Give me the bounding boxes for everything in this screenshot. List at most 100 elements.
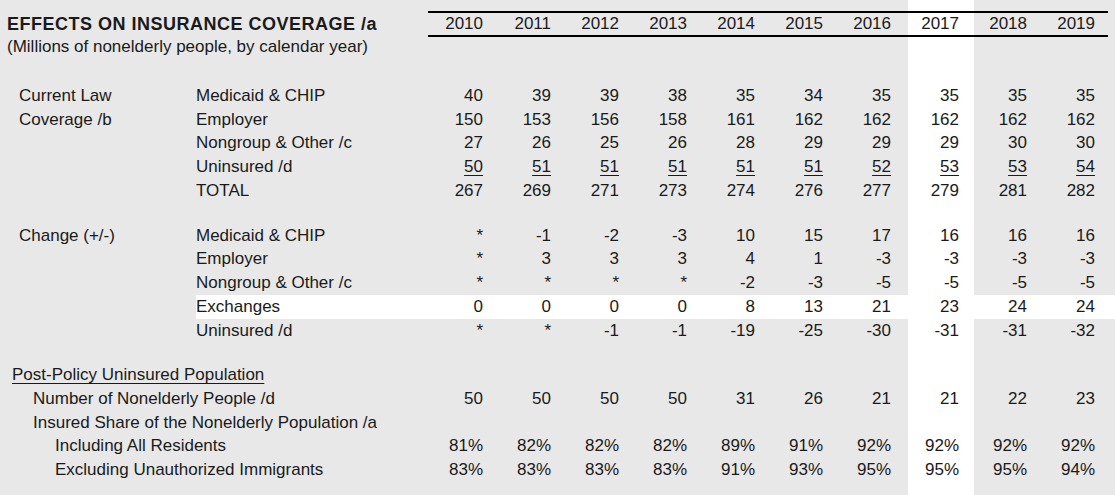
row-current-uninsured: Uninsured /d 50515151515152535354: [0, 155, 1115, 179]
group-label-coverage: Coverage /b: [0, 110, 196, 130]
value-cell: *: [428, 321, 496, 341]
value-cell: 24: [1040, 297, 1108, 317]
value-cell: 94%: [1040, 460, 1108, 480]
value-cell: 92%: [904, 436, 972, 456]
value-cell: 15: [768, 226, 836, 246]
row-label: Employer: [196, 249, 428, 269]
year-header-cell: 2015: [768, 14, 836, 34]
value-cell: -5: [972, 273, 1040, 293]
value-cell: 92%: [836, 436, 904, 456]
value-cell: 21: [904, 389, 972, 409]
value-cell: 150: [428, 110, 496, 130]
year-header-row: 2010201120122013201420152016201720182019: [428, 11, 1108, 37]
value-cell: 4: [700, 249, 768, 269]
year-header-cell: 2018: [972, 14, 1040, 34]
value-cell: -5: [904, 273, 972, 293]
table-content: EFFECTS ON INSURANCE COVERAGE /a (Millio…: [0, 0, 1115, 482]
table-title: EFFECTS ON INSURANCE COVERAGE /a: [7, 14, 377, 35]
value-cell: 10: [700, 226, 768, 246]
row-excluding-unauthorized-immigrants: Excluding Unauthorized Immigrants 83% 83%…: [0, 458, 1115, 482]
value-cell: 0: [428, 297, 496, 317]
row-label: Uninsured /d: [196, 157, 428, 177]
value-cell: 273: [632, 181, 700, 201]
year-header-cell: 2014: [700, 14, 768, 34]
value-cell: -25: [768, 321, 836, 341]
value-cell: 83%: [564, 460, 632, 480]
row-change-employer: Employer *33341-3-3-3-3: [0, 248, 1115, 272]
row-current-medicaid-chip: Current Law Medicaid & CHIP 403939383534…: [0, 84, 1115, 108]
value-cell: 82%: [564, 436, 632, 456]
value-cell: 8: [700, 297, 768, 317]
value-cell: 28: [700, 133, 768, 153]
row-change-exchanges-highlighted: Exchanges 000081321232424: [0, 295, 1115, 319]
row-label: Employer: [196, 110, 428, 130]
value-cell: 50: [428, 389, 496, 409]
year-header-cell: 2016: [836, 14, 904, 34]
value-cell: 24: [972, 297, 1040, 317]
value-cell: 92%: [1040, 436, 1108, 456]
row-current-employer: Coverage /b Employer 1501531561581611621…: [0, 108, 1115, 132]
value-cell: 93%: [768, 460, 836, 480]
value-cell: 82%: [632, 436, 700, 456]
value-cell: 1: [768, 249, 836, 269]
value-cell: 40: [428, 86, 496, 106]
value-cell: *: [428, 273, 496, 293]
value-cell: -3: [972, 249, 1040, 269]
value-cell: 3: [564, 249, 632, 269]
row-label: Exchanges: [196, 297, 428, 317]
value-cell: -30: [836, 321, 904, 341]
value-cell: 153: [496, 110, 564, 130]
value-cell: 95%: [904, 460, 972, 480]
value-cell: 89%: [700, 436, 768, 456]
value-cell: -3: [836, 249, 904, 269]
value-cell: -2: [564, 226, 632, 246]
row-change-medicaid-chip: Change (+/-) Medicaid & CHIP *-1-2-31015…: [0, 224, 1115, 248]
value-cell: 38: [632, 86, 700, 106]
table-subtitle: (Millions of nonelderly people, by calen…: [7, 37, 368, 57]
value-cell: -5: [1040, 273, 1108, 293]
value-cell: 23: [1040, 389, 1108, 409]
value-cell: 21: [836, 389, 904, 409]
value-cell: 35: [904, 86, 972, 106]
value-cell: 25: [564, 133, 632, 153]
year-header-cell: 2011: [496, 14, 564, 34]
value-cell: -3: [904, 249, 972, 269]
row-current-total: TOTAL 267269271273274276277279281282: [0, 179, 1115, 203]
value-cell: -32: [1040, 321, 1108, 341]
row-current-nongroup-other: Nongroup & Other /c 27262526282929293030: [0, 131, 1115, 155]
row-number-nonelderly: Number of Nonelderly People /d 505050503…: [0, 387, 1115, 411]
row-label: Excluding Unauthorized Immigrants: [0, 460, 428, 480]
value-cell: 279: [904, 181, 972, 201]
row-change-uninsured: Uninsured /d **-1-1-19-25-30-31-31-32: [0, 319, 1115, 343]
value-cell: 26: [632, 133, 700, 153]
value-cell: 276: [768, 181, 836, 201]
value-cell: -3: [632, 226, 700, 246]
row-label: Medicaid & CHIP: [196, 86, 428, 106]
value-cell: 13: [768, 297, 836, 317]
section-current-law-coverage: Current Law Medicaid & CHIP 403939383534…: [0, 84, 1115, 202]
value-cell: 95%: [836, 460, 904, 480]
value-cell: 39: [496, 86, 564, 106]
value-cell: 35: [972, 86, 1040, 106]
value-cell: 50: [564, 389, 632, 409]
value-cell: 50: [632, 389, 700, 409]
value-cell: 269: [496, 181, 564, 201]
value-cell: -1: [564, 321, 632, 341]
value-cell: 51: [496, 157, 564, 177]
row-change-nongroup-other: Nongroup & Other /c ****-2-3-5-5-5-5: [0, 271, 1115, 295]
value-cell: 29: [836, 133, 904, 153]
insurance-coverage-table: EFFECTS ON INSURANCE COVERAGE /a (Millio…: [0, 0, 1115, 495]
value-cell: 34: [768, 86, 836, 106]
value-cell: 161: [700, 110, 768, 130]
value-cell: 81%: [428, 436, 496, 456]
value-cell: 0: [564, 297, 632, 317]
value-cell: 277: [836, 181, 904, 201]
value-cell: *: [632, 273, 700, 293]
value-cell: -2: [700, 273, 768, 293]
value-cell: 16: [904, 226, 972, 246]
row-label: Number of Nonelderly People /d: [0, 389, 428, 409]
year-header-cell: 2019: [1040, 14, 1108, 34]
value-cell: 83%: [428, 460, 496, 480]
value-cell: 26: [768, 389, 836, 409]
value-cell: 35: [700, 86, 768, 106]
